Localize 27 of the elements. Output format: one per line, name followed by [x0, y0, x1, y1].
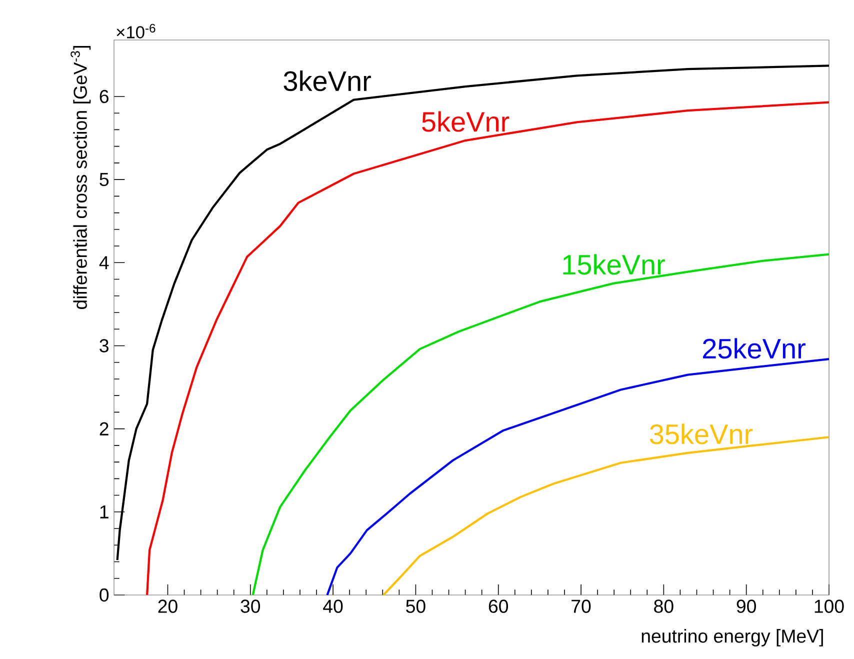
- x-tick-label: 80: [654, 600, 674, 613]
- y-tick-label: 6: [100, 90, 108, 104]
- y-tick-label: 1: [100, 505, 108, 518]
- y-axis-title: differential cross section [GeV$^{-3}$]: [70, 46, 91, 310]
- y-tick-label: 5: [100, 173, 109, 186]
- x-axis-title: neutrino energy [MeV]: [642, 629, 823, 646]
- text: ×10$^{-6}$: [116, 24, 156, 38]
- series-label: 5keVnr: [422, 111, 510, 132]
- series-label: 15keVnr: [563, 254, 665, 275]
- x-tick-label: 20: [158, 600, 178, 613]
- x-tick-label: 50: [406, 600, 426, 613]
- x-tick-label: 70: [572, 600, 591, 613]
- y-tick-label: 0: [100, 588, 109, 602]
- x-tick-label: 100: [814, 600, 844, 613]
- series-label: 35keVnr: [650, 424, 753, 444]
- y-tick-label: 2: [100, 422, 108, 436]
- series-label: 3keVnr: [284, 70, 371, 92]
- x-tick-label: 40: [323, 600, 343, 613]
- x-tick-label: 90: [736, 600, 756, 613]
- y-tick-label: 4: [99, 256, 109, 270]
- line-series: [326, 358, 830, 596]
- line-series: [252, 253, 830, 596]
- series-label: 25keVnr: [703, 338, 806, 359]
- line-series: [146, 101, 830, 596]
- y-tick-label: 3: [100, 339, 108, 352]
- x-tick-label: 60: [488, 600, 508, 613]
- x-tick-label: 30: [240, 600, 260, 613]
